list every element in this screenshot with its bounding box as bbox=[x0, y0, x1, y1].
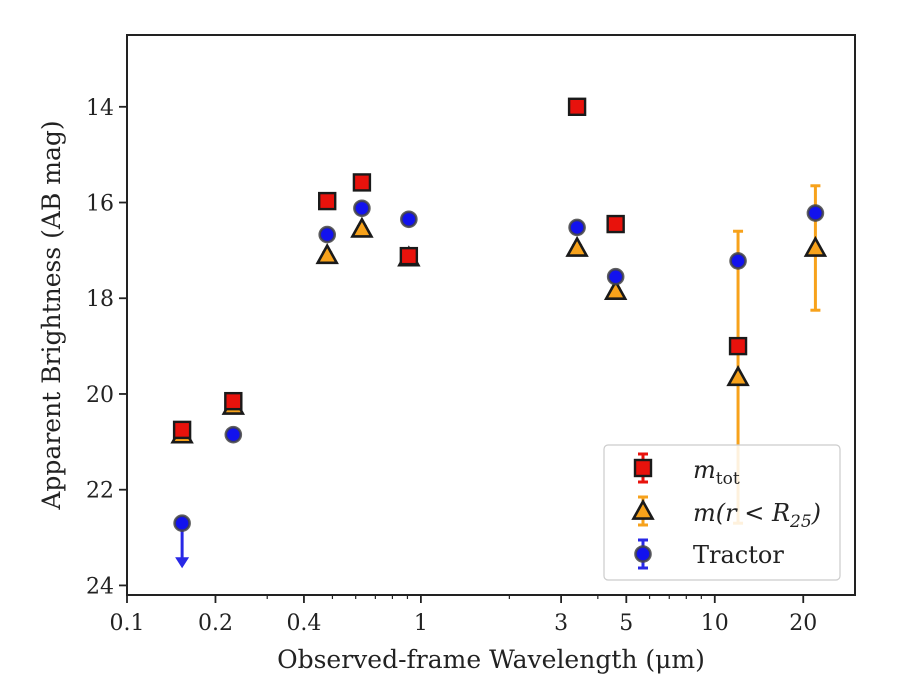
marker-square bbox=[399, 246, 419, 266]
data-point-mtot bbox=[224, 391, 243, 411]
x-axis-title: Observed-frame Wavelength (μm) bbox=[277, 645, 705, 674]
x-tick-label: 1 bbox=[414, 611, 428, 636]
x-tick-label: 0.2 bbox=[198, 611, 233, 636]
marker-triangle bbox=[803, 235, 828, 257]
legend-label-tractor: Tractor bbox=[693, 541, 784, 569]
data-point-tractor bbox=[318, 225, 337, 244]
marker-square bbox=[352, 173, 372, 192]
y-tick-label: 18 bbox=[86, 287, 114, 312]
marker-square bbox=[172, 420, 192, 440]
y-axis-title: Apparent Brightness (AB mag) bbox=[37, 120, 66, 510]
data-point-tractor bbox=[606, 267, 625, 286]
data-point-mtot bbox=[567, 97, 587, 116]
data-point-mr25 bbox=[350, 216, 374, 238]
marker-square bbox=[728, 336, 748, 356]
marker-circle bbox=[353, 199, 371, 218]
data-point-mr25 bbox=[315, 242, 339, 265]
data-point-tractor bbox=[353, 199, 371, 218]
marker-triangle bbox=[603, 278, 628, 300]
marker-square bbox=[224, 391, 243, 411]
legend-marker-mtot bbox=[633, 458, 653, 478]
series-tractor bbox=[173, 199, 825, 569]
legend: mtot m(r < R25) Tractor bbox=[603, 444, 841, 581]
marker-circle bbox=[224, 425, 243, 444]
upper-limit-arrow-head bbox=[175, 557, 190, 569]
legend-marker-tractor bbox=[634, 545, 652, 563]
x-tick-label: 3 bbox=[554, 611, 568, 636]
data-point-mr25 bbox=[603, 278, 628, 300]
data-point-mtot bbox=[606, 214, 625, 234]
marker-circle bbox=[173, 514, 191, 533]
data-point-tractor bbox=[568, 218, 586, 237]
legend-markers bbox=[631, 452, 655, 570]
plot-frame bbox=[126, 34, 856, 596]
x-tick-label: 0.1 bbox=[110, 611, 145, 636]
x-tick-label: 20 bbox=[789, 611, 817, 636]
marker-triangle bbox=[315, 242, 339, 265]
marker-circle bbox=[400, 210, 418, 229]
marker-circle bbox=[606, 267, 625, 286]
legend-label-mtot: mtot bbox=[693, 456, 740, 489]
marker-square bbox=[567, 97, 587, 116]
marker-triangle bbox=[350, 216, 374, 238]
x-tick-label: 5 bbox=[619, 611, 633, 636]
data-point-mtot bbox=[728, 336, 748, 356]
legend-box bbox=[603, 444, 841, 581]
marker-square bbox=[606, 214, 625, 234]
data-point-tractor bbox=[729, 252, 747, 270]
data-point-mtot bbox=[172, 420, 192, 440]
ticks-layer: 0.1 0.2 0.4 1 3 5 10 20 14 16 18 20 22 24 bbox=[86, 96, 817, 636]
marker-triangle bbox=[726, 365, 750, 387]
x-tick-label: 0.4 bbox=[286, 611, 321, 636]
data-point-mr25 bbox=[565, 235, 589, 257]
marker-square bbox=[318, 191, 337, 211]
data-point-mtot bbox=[352, 173, 372, 192]
y-tick-label: 22 bbox=[86, 479, 114, 504]
marker-circle bbox=[729, 252, 747, 270]
y-tick-label: 20 bbox=[86, 383, 114, 408]
data-point-tractor bbox=[224, 425, 243, 444]
marker-circle bbox=[806, 204, 825, 222]
series-mtot bbox=[172, 97, 748, 440]
legend-label-mr25: m(r < R25) bbox=[693, 499, 821, 532]
data-point-tractor bbox=[400, 210, 418, 229]
data-point-tractor bbox=[173, 514, 191, 569]
y-tick-label: 16 bbox=[86, 192, 114, 217]
legend-marker-mr25 bbox=[631, 498, 655, 520]
data-point-tractor bbox=[806, 204, 825, 222]
marker-circle bbox=[568, 218, 586, 237]
marker-circle bbox=[318, 225, 337, 244]
data-point-mtot bbox=[318, 191, 337, 211]
marker-triangle bbox=[565, 235, 589, 257]
x-tick-label: 10 bbox=[701, 611, 729, 636]
data-point-mtot bbox=[399, 246, 419, 266]
y-tick-label: 24 bbox=[86, 574, 114, 599]
data-layer bbox=[170, 97, 828, 569]
y-tick-label: 14 bbox=[86, 96, 114, 121]
